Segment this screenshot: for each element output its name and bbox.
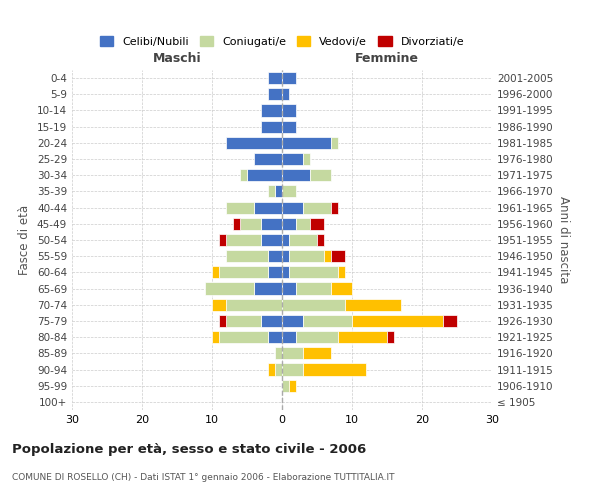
Bar (282, 250, 289, 262)
Bar (226, 234, 261, 246)
Bar (233, 218, 240, 230)
Bar (261, 120, 282, 132)
Text: Popolazione per età, sesso e stato civile - 2006: Popolazione per età, sesso e stato civil… (12, 442, 366, 456)
Bar (268, 72, 282, 84)
Bar (261, 218, 282, 230)
Bar (331, 250, 345, 262)
Bar (282, 218, 296, 230)
Bar (268, 88, 282, 101)
Bar (247, 169, 282, 181)
Bar (303, 153, 310, 165)
Bar (226, 298, 282, 311)
Bar (268, 364, 275, 376)
Bar (282, 380, 289, 392)
Bar (212, 331, 219, 343)
Bar (324, 250, 331, 262)
Bar (282, 72, 296, 84)
Bar (331, 137, 338, 149)
Legend: Celibi/Nubili, Coniugati/e, Vedovi/e, Divorziati/e: Celibi/Nubili, Coniugati/e, Vedovi/e, Di… (95, 32, 469, 51)
Bar (254, 202, 282, 213)
Bar (338, 331, 387, 343)
Bar (282, 137, 331, 149)
Bar (254, 153, 282, 165)
Bar (282, 364, 303, 376)
Bar (289, 380, 296, 392)
Bar (296, 331, 338, 343)
Bar (296, 218, 310, 230)
Bar (219, 315, 226, 327)
Bar (289, 266, 338, 278)
Text: Maschi: Maschi (152, 52, 202, 65)
Bar (226, 315, 261, 327)
Bar (261, 104, 282, 117)
Bar (296, 282, 331, 294)
Bar (268, 331, 282, 343)
Bar (282, 348, 303, 360)
Bar (303, 348, 331, 360)
Bar (205, 282, 254, 294)
Bar (352, 315, 443, 327)
Bar (303, 315, 352, 327)
Bar (303, 202, 331, 213)
Bar (310, 169, 331, 181)
Bar (254, 282, 282, 294)
Bar (317, 234, 324, 246)
Bar (282, 266, 289, 278)
Bar (338, 266, 345, 278)
Bar (282, 169, 310, 181)
Bar (268, 250, 282, 262)
Bar (261, 315, 282, 327)
Bar (282, 153, 303, 165)
Bar (282, 88, 289, 101)
Bar (282, 315, 303, 327)
Bar (282, 104, 296, 117)
Bar (282, 282, 296, 294)
Text: COMUNE DI ROSELLO (CH) - Dati ISTAT 1° gennaio 2006 - Elaborazione TUTTITALIA.IT: COMUNE DI ROSELLO (CH) - Dati ISTAT 1° g… (12, 472, 395, 482)
Bar (282, 186, 296, 198)
Bar (289, 250, 324, 262)
Bar (219, 266, 268, 278)
Bar (219, 331, 268, 343)
Bar (275, 186, 282, 198)
Bar (226, 250, 268, 262)
Bar (226, 202, 254, 213)
Bar (282, 120, 296, 132)
Bar (282, 234, 289, 246)
Bar (282, 331, 296, 343)
Bar (282, 298, 345, 311)
Bar (268, 186, 275, 198)
Bar (331, 282, 352, 294)
Y-axis label: Fasce di età: Fasce di età (19, 205, 31, 275)
Bar (268, 266, 282, 278)
Bar (282, 202, 303, 213)
Bar (275, 364, 282, 376)
Bar (212, 266, 219, 278)
Bar (240, 218, 261, 230)
Bar (261, 234, 282, 246)
Bar (310, 218, 324, 230)
Y-axis label: Anni di nascita: Anni di nascita (557, 196, 570, 284)
Bar (443, 315, 457, 327)
Bar (345, 298, 401, 311)
Bar (219, 234, 226, 246)
Bar (331, 202, 338, 213)
Bar (275, 348, 282, 360)
Bar (289, 234, 317, 246)
Bar (212, 298, 226, 311)
Text: Femmine: Femmine (355, 52, 419, 65)
Bar (226, 137, 282, 149)
Bar (387, 331, 394, 343)
Bar (240, 169, 247, 181)
Bar (303, 364, 366, 376)
